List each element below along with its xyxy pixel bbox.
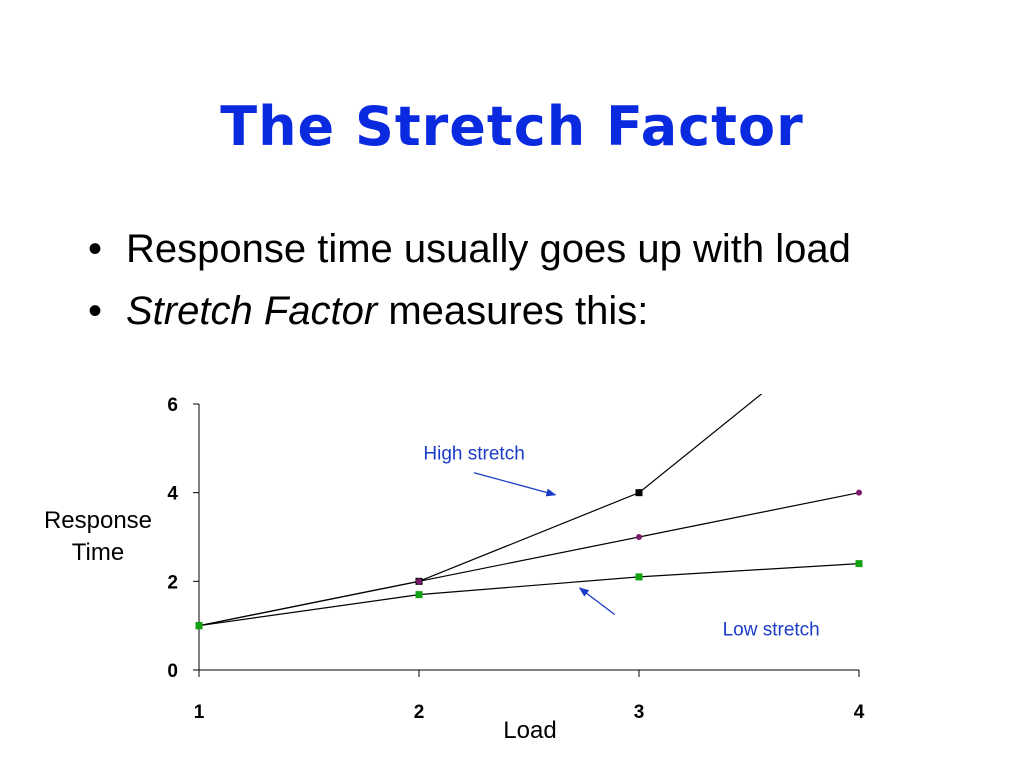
bullet-text: Response time usually goes up with load bbox=[126, 227, 851, 271]
y-tick-label: 6 bbox=[167, 395, 178, 416]
series-line-black bbox=[198, 394, 763, 627]
bullet-text: measures this: bbox=[377, 289, 649, 333]
high-stretch-label: High stretch bbox=[423, 443, 524, 464]
data-point-green bbox=[195, 622, 203, 630]
y-axis-label-line1: Response bbox=[43, 507, 153, 534]
slide-title: The Stretch Factor bbox=[220, 95, 804, 158]
data-point-purple bbox=[416, 578, 422, 585]
bullet-item: • Stretch Factor measures this: bbox=[88, 288, 888, 334]
y-tick-label: 2 bbox=[167, 572, 178, 593]
low-stretch-arrow bbox=[578, 587, 616, 616]
low-stretch-label: Low stretch bbox=[723, 619, 820, 640]
series-lines bbox=[198, 394, 860, 627]
y-axis-label: Response Time bbox=[28, 505, 168, 569]
x-axis-label: Load bbox=[503, 717, 557, 744]
y-tick-label: 4 bbox=[167, 484, 178, 505]
chart: 0 2 4 6 1 2 3 4 High stretch Low stretch bbox=[167, 394, 865, 723]
data-point-green bbox=[855, 560, 863, 568]
y-tick-label: 0 bbox=[167, 661, 178, 682]
bullet-list: • Response time usually goes up with loa… bbox=[88, 226, 888, 350]
data-point-purple bbox=[856, 489, 862, 496]
y-axis-label-line2: Time bbox=[71, 539, 125, 566]
data-point-green bbox=[635, 573, 643, 581]
high-stretch-arrow bbox=[473, 472, 557, 497]
data-point-green bbox=[415, 591, 423, 599]
bullet-dot: • bbox=[88, 227, 103, 271]
x-tick-label: 1 bbox=[194, 702, 205, 723]
data-point-purple bbox=[636, 534, 642, 540]
bullet-emphasis: Stretch Factor bbox=[126, 289, 378, 333]
x-tick-label: 2 bbox=[414, 702, 425, 723]
bullet-dot: • bbox=[88, 289, 103, 333]
data-point-black bbox=[635, 489, 643, 497]
x-tick-label: 4 bbox=[854, 702, 865, 723]
series-line-purple bbox=[198, 492, 860, 627]
x-tick-label: 3 bbox=[634, 702, 645, 723]
bullet-item: • Response time usually goes up with loa… bbox=[88, 226, 888, 272]
series-line-green bbox=[198, 563, 860, 627]
